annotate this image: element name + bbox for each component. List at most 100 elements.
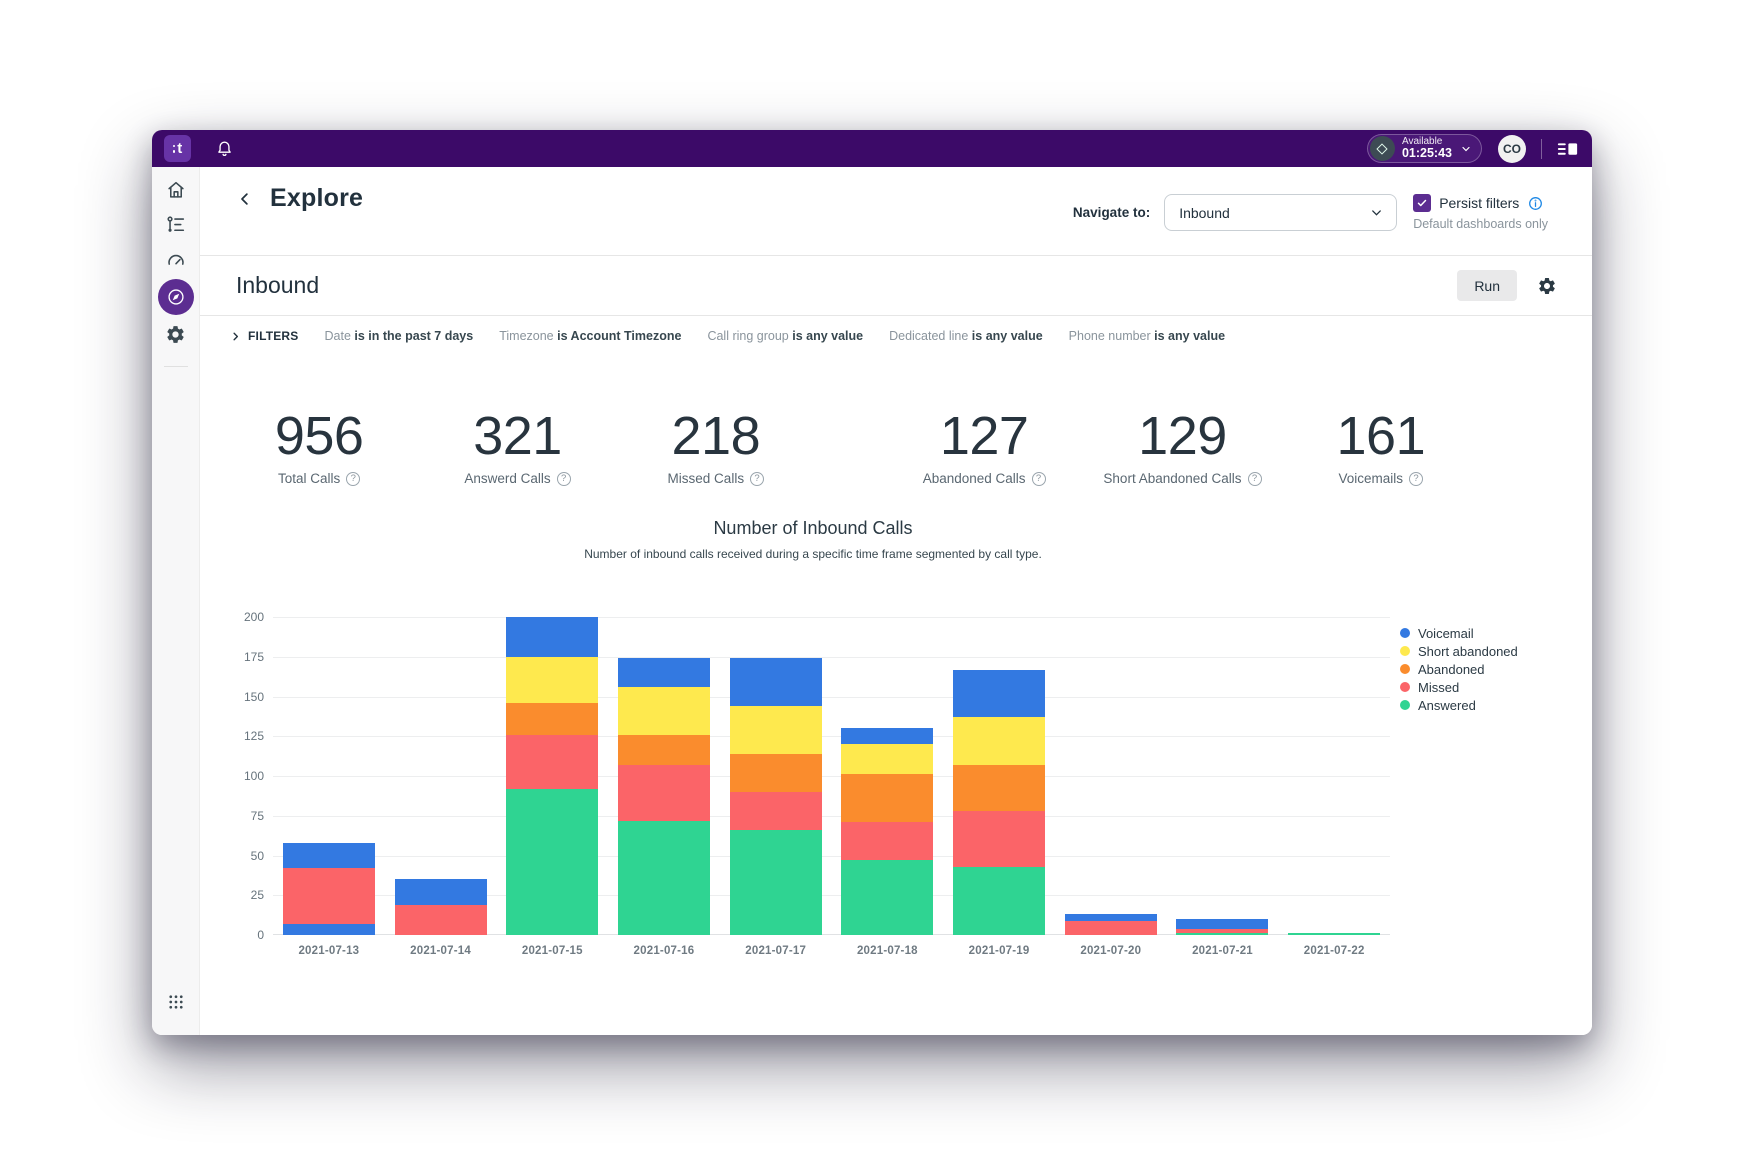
y-axis: 0 25 50 75 100 125 150 175 200 (236, 610, 273, 942)
talkdesk-logo-icon[interactable]: t (164, 135, 191, 162)
bar-segment-missed[interactable] (617, 764, 710, 821)
brand-letter: t (177, 140, 183, 157)
x-tick-label: 2021-07-15 (521, 945, 583, 957)
chevron-down-icon (1460, 143, 1472, 155)
bar-segment-answered[interactable] (1288, 933, 1381, 935)
back-chevron-icon[interactable] (236, 190, 254, 208)
legend-label: Short abandoned (1418, 643, 1518, 659)
bar-segment-missed[interactable] (506, 734, 599, 789)
stacked-bar-2021-07-13[interactable] (282, 842, 375, 935)
filter-item[interactable]: Timezone is Account Timezone (499, 329, 682, 343)
help-icon[interactable] (556, 471, 571, 486)
stat-tile: 161 Voicemails (1282, 409, 1480, 486)
stacked-bar-2021-07-18[interactable] (841, 728, 934, 935)
bar-segment-voicemail[interactable] (282, 923, 375, 935)
filter-item[interactable]: Date is in the past 7 days (324, 329, 474, 343)
bar-segment-missed[interactable] (953, 811, 1046, 867)
bar-segment-answered[interactable] (506, 788, 599, 935)
filters-toggle[interactable]: FILTERS (230, 329, 299, 343)
legend-item[interactable]: Answered (1400, 696, 1585, 714)
legend-item[interactable]: Missed (1400, 678, 1585, 696)
stacked-bar-2021-07-16[interactable] (617, 658, 710, 935)
help-icon[interactable] (1031, 471, 1046, 486)
bar-segment-voicemail[interactable] (841, 728, 934, 745)
help-icon[interactable] (1409, 471, 1424, 486)
bar-segment-abandoned[interactable] (841, 774, 934, 823)
stacked-bar-2021-07-20[interactable] (1064, 914, 1157, 935)
legend-item[interactable]: Short abandoned (1400, 642, 1585, 660)
help-icon[interactable] (346, 471, 361, 486)
bar-segment-missed[interactable] (282, 868, 375, 924)
bar-segment-answered[interactable] (841, 860, 934, 935)
bar-segment-voicemail[interactable] (506, 617, 599, 657)
legend-dot-icon (1400, 646, 1410, 656)
user-avatar[interactable]: CO (1498, 134, 1526, 163)
stacked-bar-2021-07-17[interactable] (729, 658, 822, 935)
help-icon[interactable] (1247, 471, 1262, 486)
legend-item[interactable]: Abandoned (1400, 660, 1585, 678)
bar-segment-short-abandoned[interactable] (617, 687, 710, 735)
nav-dashboard-icon[interactable] (158, 242, 194, 277)
filter-item[interactable]: Dedicated line is any value (889, 329, 1043, 343)
stats-row: 956 Total Calls 321 Answerd Calls 218 Missed … (220, 409, 1480, 486)
chart-area: Number of Inbound Calls Number of inboun… (200, 518, 1592, 957)
chart-title: Number of Inbound Calls (713, 518, 913, 538)
notifications-bell-icon[interactable] (215, 139, 234, 158)
bar-segment-short-abandoned[interactable] (729, 706, 822, 754)
chart-legend: Voicemail Short abandoned Abandoned Missed A… (1400, 624, 1585, 714)
bar-segment-missed[interactable] (729, 791, 822, 831)
bar-segment-voicemail[interactable] (394, 879, 487, 905)
bar-segment-abandoned[interactable] (506, 702, 599, 735)
bar-segment-abandoned[interactable] (617, 734, 710, 765)
bar-segment-voicemail[interactable] (282, 842, 375, 869)
navigate-to-label: Navigate to: (1072, 205, 1151, 220)
stat-label: Missed Calls (617, 471, 815, 486)
info-icon[interactable] (1527, 195, 1544, 212)
bar-segment-short-abandoned[interactable] (506, 656, 599, 703)
agent-status-selector[interactable]: Available 01:25:43 (1366, 134, 1482, 163)
stacked-bar-2021-07-19[interactable] (953, 669, 1046, 935)
bar-segment-voicemail[interactable] (1176, 919, 1269, 929)
bar-segment-missed[interactable] (1176, 928, 1269, 934)
plot-area (273, 617, 1390, 935)
bar-segment-answered[interactable] (1176, 933, 1269, 935)
bar-segment-voicemail[interactable] (1064, 914, 1157, 921)
gridline (273, 815, 1390, 817)
legend-item[interactable]: Voicemail (1400, 624, 1585, 642)
dashboard-title: Inbound (236, 272, 320, 298)
nav-settings-icon[interactable] (158, 317, 194, 352)
bar-segment-abandoned[interactable] (729, 753, 822, 792)
bar-segment-answered[interactable] (729, 830, 822, 935)
help-icon[interactable] (750, 471, 765, 486)
bar-segment-short-abandoned[interactable] (953, 717, 1046, 765)
bar-segment-answered[interactable] (953, 866, 1046, 935)
stacked-bar-2021-07-22[interactable] (1288, 933, 1381, 935)
bar-segment-short-abandoned[interactable] (841, 744, 934, 775)
bar-segment-voicemail[interactable] (953, 669, 1046, 718)
bars-layer (273, 617, 1390, 935)
apps-grid-icon[interactable] (158, 984, 194, 1019)
stacked-bar-2021-07-15[interactable] (506, 617, 599, 935)
stat-tile: 129 Short Abandoned Calls (1083, 409, 1281, 486)
bar-segment-missed[interactable] (1064, 920, 1157, 935)
dashboard-settings-gear-icon[interactable] (1537, 276, 1557, 296)
persist-filters-checkbox[interactable] (1413, 194, 1432, 212)
run-button[interactable]: Run (1457, 270, 1517, 301)
bar-segment-abandoned[interactable] (953, 764, 1046, 811)
filter-item[interactable]: Phone number is any value (1068, 329, 1226, 343)
bar-segment-missed[interactable] (841, 822, 934, 861)
top-bar: t Available 01:25:43 CO (152, 130, 1592, 167)
nav-explore-icon[interactable] (157, 279, 194, 315)
nav-queue-icon[interactable] (158, 207, 194, 242)
bar-segment-voicemail[interactable] (729, 658, 822, 707)
filter-item[interactable]: Call ring group is any value (707, 329, 864, 343)
y-tick-label: 100 (243, 769, 264, 783)
bar-segment-missed[interactable] (394, 904, 487, 935)
stacked-bar-2021-07-21[interactable] (1176, 919, 1269, 935)
nav-home-icon[interactable] (158, 172, 194, 207)
bar-segment-voicemail[interactable] (617, 658, 710, 687)
navigate-to-select[interactable]: Inbound (1164, 194, 1398, 231)
side-panel-toggle-icon[interactable] (1557, 140, 1578, 158)
stacked-bar-2021-07-14[interactable] (394, 879, 487, 935)
bar-segment-answered[interactable] (617, 820, 710, 935)
